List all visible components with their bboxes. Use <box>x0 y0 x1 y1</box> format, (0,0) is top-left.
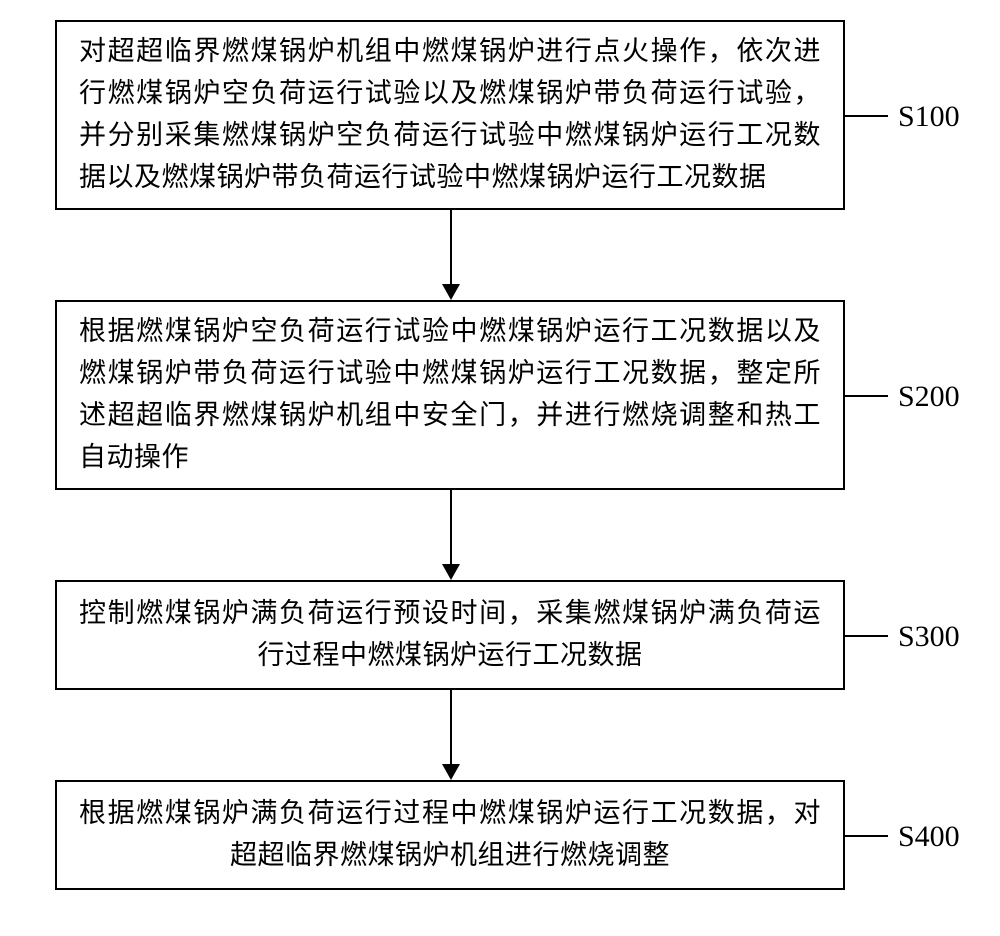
arrow-head-s300-s400 <box>442 764 460 780</box>
step-box-s400: 根据燃煤锅炉满负荷运行过程中燃煤锅炉运行工况数据，对超超临界燃煤锅炉机组进行燃烧… <box>55 780 845 890</box>
arrow-head-s200-s300 <box>442 564 460 580</box>
step-text-s200: 根据燃煤锅炉空负荷运行试验中燃煤锅炉运行工况数据以及燃煤锅炉带负荷运行试验中燃煤… <box>79 311 821 478</box>
arrow-s100-s200 <box>450 210 452 284</box>
label-connector-s300 <box>845 635 888 637</box>
arrow-s200-s300 <box>450 490 452 564</box>
step-label-s200: S200 <box>898 380 960 414</box>
label-connector-s200 <box>845 395 888 397</box>
step-text-s100: 对超超临界燃煤锅炉机组中燃煤锅炉进行点火操作，依次进行燃煤锅炉空负荷运行试验以及… <box>79 31 821 198</box>
step-label-s100: S100 <box>898 100 960 134</box>
arrow-s300-s400 <box>450 690 452 764</box>
step-text-s300: 控制燃煤锅炉满负荷运行预设时间，采集燃煤锅炉满负荷运行过程中燃煤锅炉运行工况数据 <box>79 593 821 677</box>
arrow-head-s100-s200 <box>442 284 460 300</box>
step-text-s400: 根据燃煤锅炉满负荷运行过程中燃煤锅炉运行工况数据，对超超临界燃煤锅炉机组进行燃烧… <box>79 793 821 877</box>
step-box-s200: 根据燃煤锅炉空负荷运行试验中燃煤锅炉运行工况数据以及燃煤锅炉带负荷运行试验中燃煤… <box>55 300 845 490</box>
step-label-s300: S300 <box>898 620 960 654</box>
label-connector-s100 <box>845 115 888 117</box>
step-label-s400: S400 <box>898 820 960 854</box>
step-box-s300: 控制燃煤锅炉满负荷运行预设时间，采集燃煤锅炉满负荷运行过程中燃煤锅炉运行工况数据 <box>55 580 845 690</box>
label-connector-s400 <box>845 835 888 837</box>
step-box-s100: 对超超临界燃煤锅炉机组中燃煤锅炉进行点火操作，依次进行燃煤锅炉空负荷运行试验以及… <box>55 20 845 210</box>
flowchart-canvas: 对超超临界燃煤锅炉机组中燃煤锅炉进行点火操作，依次进行燃煤锅炉空负荷运行试验以及… <box>0 0 1000 936</box>
